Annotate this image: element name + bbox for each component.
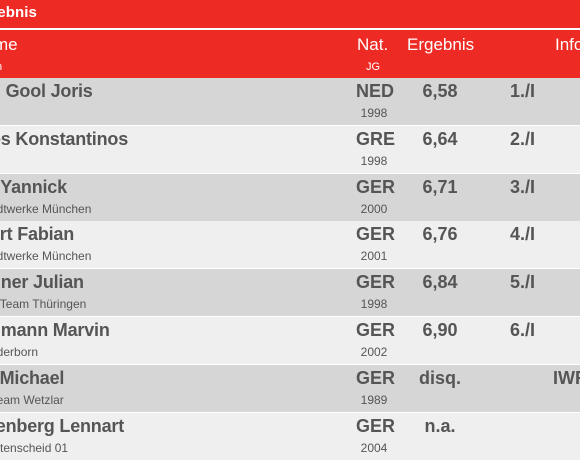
athlete-place: 1./I [510,81,536,101]
table-row[interactable]: tenberg Lennart attenscheid 01 GER 2004 n.a. [0,412,580,460]
header-year: JG [366,61,381,73]
athlete-birth-year: 2001 [360,249,388,264]
athlete-name: n Gool Joris [0,81,93,101]
athlete-birth-year: 2004 [360,440,388,455]
athlete-result: disq. [418,367,461,388]
athlete-club: adtwerke München [0,201,92,216]
athlete-name: f Yannick [0,176,67,197]
athlete-club: attenscheid 01 [0,440,69,455]
athlete-result: 6,84 [422,272,458,293]
athlete-birth-year: 1989 [360,392,388,407]
athlete-place: 4./I [510,224,536,245]
title-divider [0,28,580,30]
athlete-name: ert Fabian [0,224,75,245]
athlete-name: tenberg Lennart [0,415,125,436]
athlete-result: 6,90 [422,320,458,340]
athlete-club: p Team Thüringen [0,297,87,312]
header-nat: Nat. [357,35,389,54]
athlete-place: 6./I [510,320,536,340]
athlete-nation: GER [356,272,396,293]
athlete-nation: GER [356,176,396,197]
athlete-nation: GER [356,367,396,388]
athlete-birth-year: 1998 [360,153,388,168]
table-row[interactable]: ert Fabian adtwerke München GER 2001 6,76 4./… [0,221,580,269]
athlete-place: 2./I [510,128,536,149]
table-header: me n Nat. JG Ergebnis Info [0,30,580,78]
table-row[interactable]: gner Julian p Team Thüringen GER 1998 6,84 5.… [0,269,580,317]
header-name-sub: n [0,61,2,73]
table-row[interactable]: n Gool Joris NED 1998 6,58 1./I [0,78,580,125]
table-row[interactable]: l Michael tteam Wetzlar GER 1989 disq. IWR [0,364,580,412]
athlete-name: l Michael [0,367,65,388]
athlete-result: 6,71 [422,176,458,197]
athlete-result: n.a. [424,415,456,436]
athlete-result: 6,64 [422,128,458,149]
results-title-bar: gebnis [0,0,580,28]
athlete-name: hmann Marvin [0,320,110,340]
athlete-club: adtwerke München [0,249,92,264]
athlete-club: aderborn [0,345,39,359]
athlete-nation: GRE [356,128,396,149]
athlete-club: tteam Wetzlar [0,392,64,407]
table-row[interactable]: hmann Marvin aderborn GER 2002 6,90 6./I [0,317,580,364]
athlete-birth-year: 2000 [360,201,388,216]
athlete-birth-year: 2002 [360,345,388,359]
athlete-info: IWR [553,367,580,388]
athlete-birth-year: 1998 [360,297,388,312]
header-result: Ergebnis [407,35,475,54]
athlete-place: 3./I [510,176,536,197]
table-row[interactable]: f Yannick adtwerke München GER 2000 6,71 3./I [0,173,580,221]
athlete-result: 6,58 [422,81,458,101]
results-title: gebnis [0,4,37,21]
athlete-nation: GER [356,224,396,245]
athlete-result: 6,76 [422,224,458,245]
athlete-nation: NED [356,81,395,101]
header-name: me [0,35,18,54]
table-row[interactable]: os Konstantinos GRE 1998 6,64 2./I [0,125,580,173]
athlete-place: 5./I [510,272,536,293]
athlete-nation: GER [356,415,396,436]
athlete-name: gner Julian [0,272,84,293]
athlete-birth-year: 1998 [360,106,388,120]
header-info: Info [555,35,580,54]
athlete-nation: GER [356,320,396,340]
athlete-name: os Konstantinos [0,128,129,149]
